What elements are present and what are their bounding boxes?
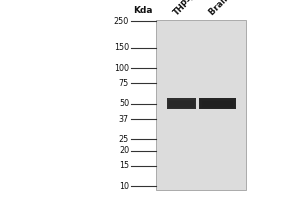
Text: THP-1: THP-1 bbox=[172, 0, 199, 17]
Text: 50: 50 bbox=[119, 99, 129, 108]
Bar bbox=[168, 100, 195, 108]
Text: 20: 20 bbox=[119, 146, 129, 155]
Bar bbox=[200, 100, 235, 108]
Text: Kda: Kda bbox=[134, 6, 153, 15]
Bar bbox=[202, 101, 233, 107]
Bar bbox=[169, 101, 194, 107]
Text: 250: 250 bbox=[114, 17, 129, 26]
Text: Brain lysate: Brain lysate bbox=[208, 0, 255, 17]
Text: 25: 25 bbox=[119, 135, 129, 144]
Bar bbox=[167, 98, 196, 109]
Bar bbox=[199, 98, 236, 109]
Text: 100: 100 bbox=[114, 64, 129, 73]
Text: 10: 10 bbox=[119, 182, 129, 191]
Text: 150: 150 bbox=[114, 43, 129, 52]
Text: 37: 37 bbox=[119, 115, 129, 124]
Text: 15: 15 bbox=[119, 161, 129, 170]
Bar bbox=[156, 20, 246, 190]
Text: 75: 75 bbox=[119, 79, 129, 88]
